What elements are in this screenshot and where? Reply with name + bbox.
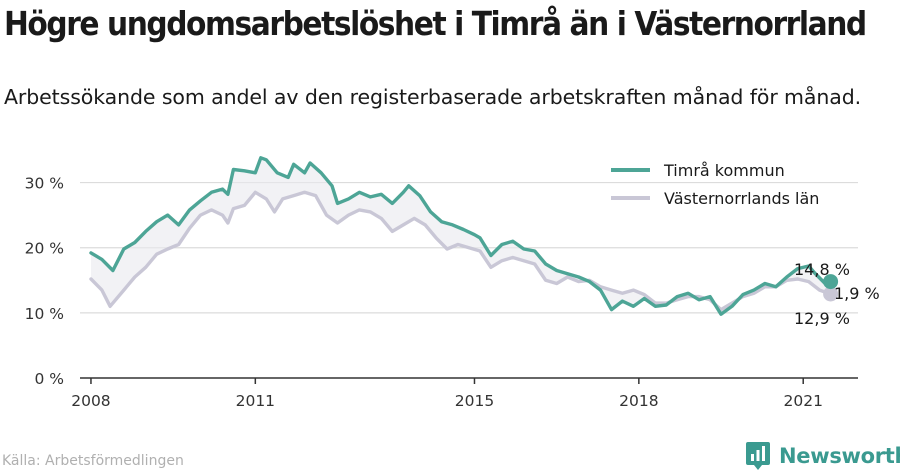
end-marker-timra	[823, 274, 839, 290]
brand-logo: Newsworthy	[745, 441, 900, 471]
series-line-timra	[89, 156, 833, 316]
x-tick-label: 2021	[783, 392, 822, 410]
difference-label: 1,9 %	[834, 284, 880, 303]
brand-name: Newsworthy	[779, 444, 900, 468]
end-label-vasternorrland: 12,9 %	[794, 309, 850, 328]
legend-item-timra-label: Timrå kommun	[663, 161, 785, 180]
newsworthy-logo-icon	[746, 442, 770, 470]
end-marker-vasternorrland	[823, 286, 839, 302]
legend-item-vasternorrland-label: Västernorrlands län	[664, 189, 819, 208]
page-subtitle: Arbetssökande som andel av den registerb…	[4, 85, 862, 109]
y-tick-label: 20 %	[25, 240, 64, 258]
end-label-timra: 14,8 %	[794, 260, 850, 279]
page-title: Högre ungdomsarbetslöshet i Timrå än i V…	[4, 4, 867, 43]
x-tick-label: 2008	[71, 392, 110, 410]
series-gap-area	[91, 157, 831, 315]
x-tick-label: 2015	[455, 392, 494, 410]
source-note: Källa: Arbetsförmedlingen	[2, 453, 184, 469]
y-tick-label: 0 %	[34, 370, 64, 388]
x-tick-label: 2011	[236, 392, 275, 410]
x-tick-label: 2018	[619, 392, 658, 410]
y-tick-label: 10 %	[25, 305, 64, 323]
y-tick-label: 30 %	[25, 175, 64, 193]
